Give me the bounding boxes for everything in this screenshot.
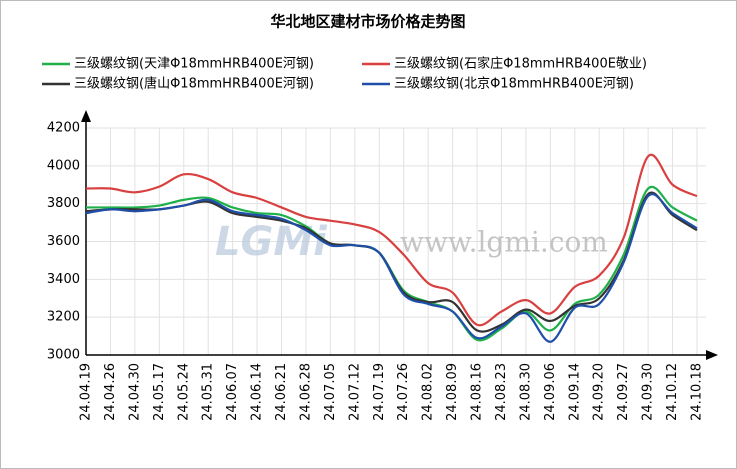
series-line [85, 153, 698, 327]
x-tick-label: 24.08.02 [421, 363, 436, 421]
legend-label: 三级螺纹钢(唐山Φ18mmHRB400E河钢) [74, 76, 314, 92]
x-tick-label: 24.09.20 [592, 363, 607, 421]
x-tick-label: 24.10.12 [665, 363, 680, 421]
x-tick-label: 24.05.24 [176, 363, 191, 421]
x-axis-arrow [706, 350, 718, 360]
x-tick-label: 24.06.21 [274, 363, 289, 421]
x-tick-label: 24.06.14 [250, 363, 265, 421]
x-tick-label: 24.08.30 [518, 363, 533, 421]
x-tick-label: 24.09.30 [641, 363, 656, 421]
x-tick-label: 24.07.05 [323, 363, 338, 421]
legend-label: 三级螺纹钢(天津Φ18mmHRB400E河钢) [74, 57, 314, 72]
x-tick-label: 24.07.19 [372, 363, 387, 421]
watermark: www.lgmi.com [400, 226, 608, 259]
x-tick-label: 24.09.06 [543, 363, 558, 421]
watermark-logo: LGMi [215, 219, 328, 265]
x-tick-label: 24.09.27 [616, 363, 631, 421]
x-tick-label: 24.06.07 [225, 363, 240, 421]
x-tick-label: 24.06.28 [298, 363, 313, 421]
chart-title: 华北地区建材市场价格走势图 [270, 13, 465, 31]
legend-label: 三级螺纹钢(石家庄Φ18mmHRB400E敬业) [394, 56, 647, 72]
y-tick-label: 3400 [47, 272, 80, 287]
x-tick-label: 24.04.30 [127, 363, 142, 421]
x-tick-label: 24.08.23 [494, 363, 509, 421]
x-tick-label: 24.05.17 [152, 363, 167, 421]
x-tick-label: 24.08.16 [470, 363, 485, 421]
x-tick-label: 24.04.19 [79, 363, 94, 421]
y-axis-arrow [81, 110, 91, 122]
legend-label: 三级螺纹钢(北京Φ18mmHRB400E河钢) [394, 77, 634, 92]
y-tick-label: 3800 [47, 196, 80, 211]
y-tick-label: 3200 [47, 310, 80, 325]
y-tick-label: 3000 [47, 348, 80, 363]
x-tick-label: 24.07.26 [396, 363, 411, 421]
series-line [85, 193, 698, 343]
x-tick-label: 24.09.14 [567, 363, 582, 421]
y-tick-label: 3600 [47, 234, 80, 249]
x-tick-label: 24.05.31 [201, 363, 216, 421]
x-tick-label: 24.10.18 [690, 363, 705, 421]
y-tick-label: 4200 [47, 121, 80, 136]
y-tick-label: 4000 [47, 158, 80, 173]
x-tick-label: 24.04.26 [103, 363, 118, 421]
x-tick-label: 24.08.09 [445, 363, 460, 421]
x-tick-label: 24.07.12 [347, 363, 362, 421]
